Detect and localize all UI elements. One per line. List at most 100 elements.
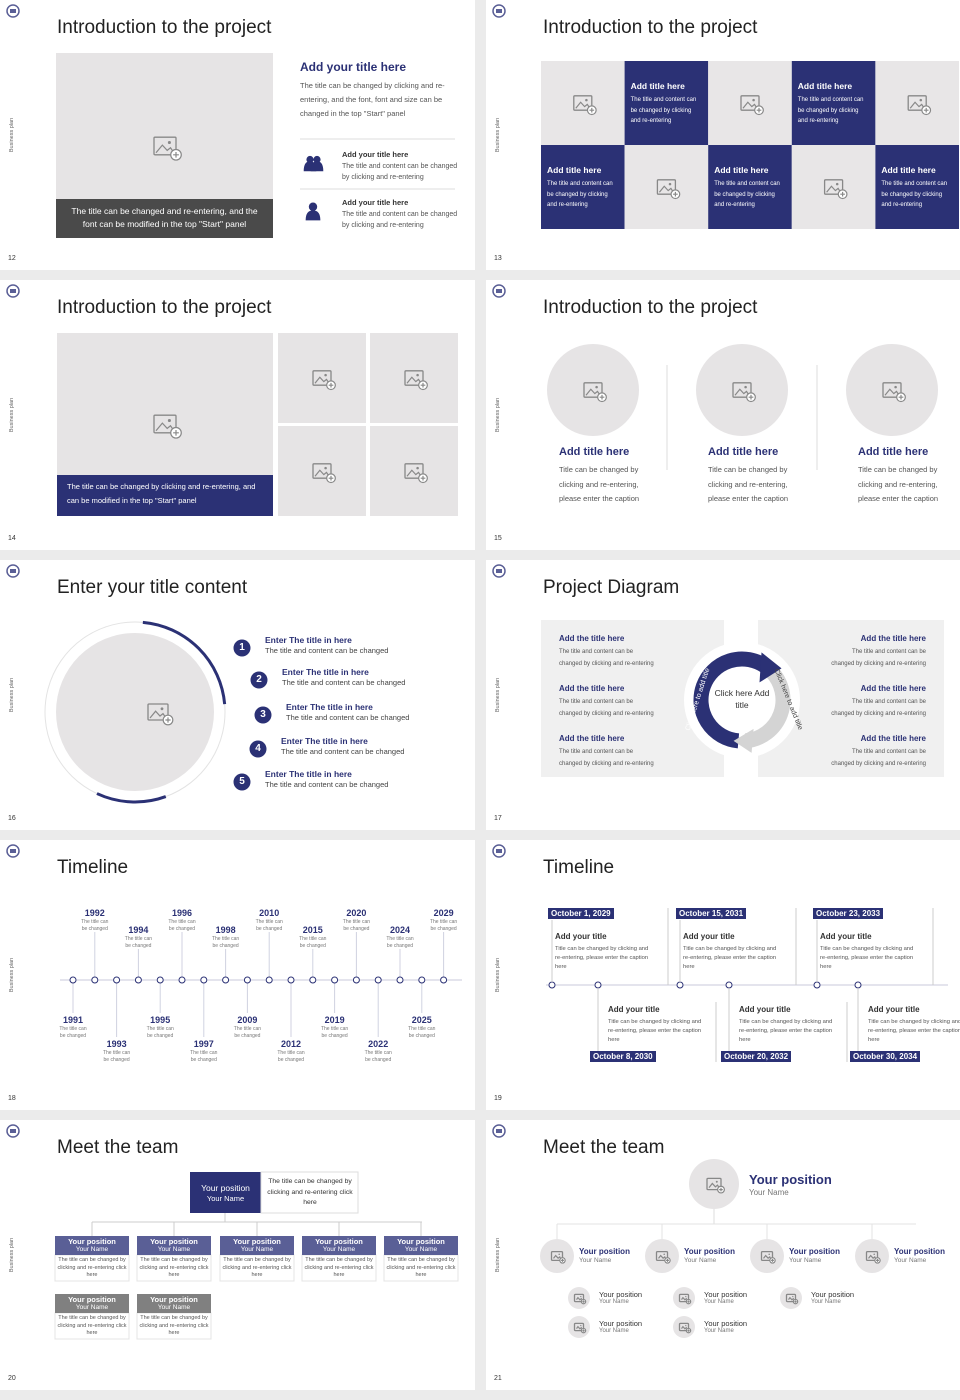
icon-sun [685,1324,687,1327]
member-name: Your Name [157,1246,191,1253]
icon-frame [153,414,177,434]
image-icon [573,1322,587,1334]
image-icon [760,1250,776,1264]
member-text: The title can be changed by clicking and… [386,1257,456,1278]
item-number: 1 [239,642,245,653]
member-name: Your Name [894,1257,927,1264]
event-text: The title can be changed [59,1026,87,1039]
main-title: Add your title here [300,60,407,74]
person-icon [303,155,324,172]
member-text-box [383,1254,459,1282]
image-icon [404,370,428,391]
event-year: 1992 [84,908,105,918]
member-photo [645,1239,679,1273]
timeline-dot [200,976,208,984]
ring-gray [744,665,791,749]
event-text: The title can be changed [320,1026,349,1039]
member-position: Your position [789,1247,840,1256]
item-text: The title and content can be changed [282,678,406,687]
icon-sun [416,466,419,470]
member-name: Your Name [322,1246,356,1253]
event-text: Title can be changed by clicking and re-… [739,1019,833,1043]
event-year: 1996 [171,908,193,918]
timeline-dot [69,976,77,984]
slide: Timeline Business plan 19 October 1, 2029 Ad… [486,840,960,1110]
member-header [55,1236,129,1255]
head-photo [689,1159,739,1209]
slide: Timeline Business plan 18 1991 The title can… [0,840,475,1110]
icon-plus [687,1300,690,1303]
icon-sun [715,1180,718,1183]
slide-title: Timeline [57,857,129,878]
image-icon [823,179,848,200]
member-header [220,1236,294,1255]
icon-sun [685,1295,687,1298]
icon-plus [687,1329,690,1332]
member-position: Your position [599,1290,643,1299]
member-name: Your Name [599,1299,629,1305]
timeline-dot [222,976,230,984]
icon-mountain [406,376,422,384]
event-text: Title can be changed by clicking and re-… [868,1019,960,1043]
cell-text: The title and content can be changed by … [547,181,613,209]
event-year: 2029 [433,908,454,918]
icon-plus [165,717,171,723]
icon-frame [573,1293,585,1303]
icon-body [305,210,321,221]
cell-text: The title and content can be changed by … [881,181,948,209]
arrow-head [733,728,754,753]
icon-frame [583,382,603,398]
number-badge [254,706,272,724]
event-text: The title can be changed [190,1050,218,1063]
slide-number: 21 [494,1375,502,1382]
item-title: Enter The title in here [281,736,368,746]
logo-mark [496,289,502,293]
icon-plus [876,1258,879,1262]
member-name: Your Name [75,1246,109,1253]
icon-frame [655,1250,669,1262]
item-text: The title and content can be changed by … [559,699,654,717]
icon-sun [752,98,755,102]
caption: The title can be changed and re-entering… [71,206,258,229]
icon-plus [420,475,426,481]
number-badge [233,773,251,791]
event-title: Add your title [868,1005,920,1014]
head-text-box [260,1171,359,1214]
cell-title: Add title here [630,81,685,91]
side-label: Business plan [495,117,501,153]
item-text: Title can be changed by clicking and re-… [559,465,640,503]
side-label: Business plan [495,957,501,993]
icon-mountain [826,185,842,193]
icon-mountain [788,1296,795,1301]
slide-title: Meet the team [543,1137,665,1158]
slide-title: Introduction to the project [57,17,272,38]
head-text: The title can be changed by clicking and… [267,1178,353,1206]
icon-frame [404,463,424,479]
icon-sun [835,182,839,186]
slide: Introduction to the project Business plan… [0,0,475,270]
member-position: Your position [704,1319,748,1328]
event-text: The title can be changed [146,1026,174,1039]
logo-mark [496,569,502,573]
member-name: Your Name [404,1246,438,1253]
event-text: The title can be changed [364,1050,392,1063]
item-title: Add the title here [559,734,625,743]
member-position: Your position [579,1247,630,1256]
cell-text: The title and content can be changed by … [714,181,780,209]
member-header [384,1236,458,1255]
timeline-dot [813,981,821,989]
image-icon [153,414,182,439]
timeline-dot [440,976,448,984]
slide: Project Diagram Business plan 17 Click here… [486,560,960,830]
event-year: 1998 [215,925,236,935]
event-year: 2012 [280,1039,302,1049]
image-circle [846,344,938,436]
icon-sun [744,385,747,389]
slide-number: 17 [494,815,502,822]
slide-number: 19 [494,1095,502,1102]
icon-frame [823,179,844,195]
icon-mountain [576,1325,583,1330]
event-text: The title can be changed [342,919,371,932]
icon-mountain [155,422,175,432]
